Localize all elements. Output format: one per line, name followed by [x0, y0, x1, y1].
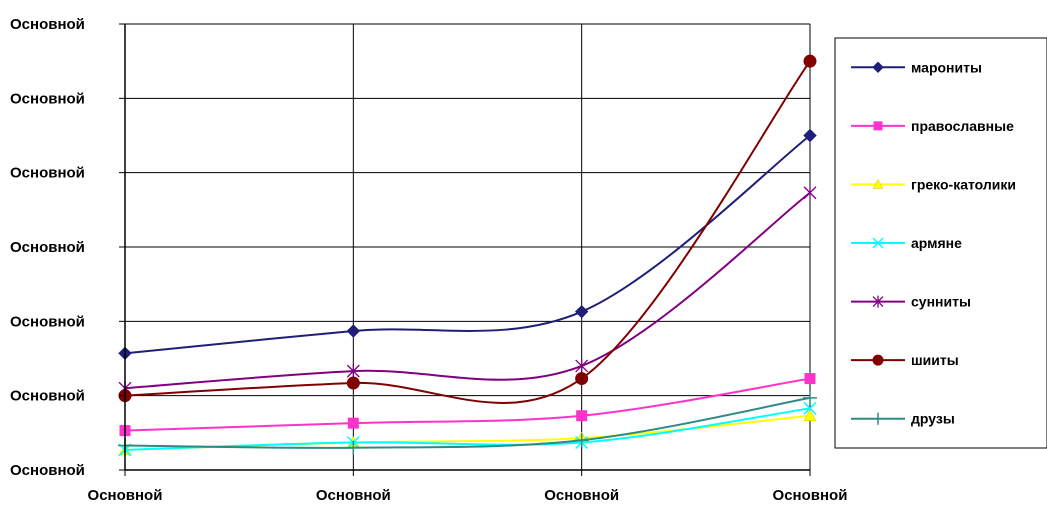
y-tick-label: Основной — [10, 388, 85, 405]
series-point — [346, 324, 361, 338]
series-point — [803, 409, 817, 421]
legend-label: шииты — [911, 352, 959, 368]
y-tick-label: Основной — [10, 239, 85, 256]
series-point — [346, 440, 361, 455]
grid-layer — [124, 23, 811, 471]
legend-item: православные — [851, 118, 1014, 134]
series-line — [124, 134, 811, 355]
series-point — [346, 364, 360, 379]
legend-label: марониты — [911, 59, 982, 75]
series-point — [804, 373, 816, 385]
series-point — [574, 433, 589, 448]
legend-marker — [872, 61, 884, 73]
legend-item: марониты — [851, 59, 982, 75]
series-0 — [118, 128, 817, 361]
legend-marker — [872, 412, 884, 425]
series-point — [803, 401, 817, 415]
series-point — [803, 128, 817, 143]
series-point — [575, 372, 589, 386]
legend-item: армяне — [851, 235, 962, 251]
y-tick-label: Основной — [10, 462, 85, 479]
legend-item: друзы — [851, 411, 955, 427]
x-tick-label: Основной — [773, 487, 848, 504]
legend-marker — [872, 237, 884, 249]
series-point — [575, 358, 589, 373]
y-tick-label: Основной — [10, 16, 85, 33]
series-point — [346, 376, 360, 390]
series-5 — [118, 54, 817, 404]
series-2 — [118, 409, 817, 456]
x-tick-label: Основной — [88, 487, 163, 504]
legend-item: сунниты — [851, 294, 971, 310]
legend-label: греко-католики — [911, 176, 1016, 192]
x-tick-label: Основной — [316, 487, 391, 504]
series-point — [803, 185, 817, 200]
legend-label: сунниты — [911, 294, 971, 310]
series-line — [124, 407, 811, 451]
x-tick-label: Основной — [544, 487, 619, 504]
legend: марониты православные греко-католики армяне… — [834, 37, 1047, 449]
y-tick-label: Основной — [10, 313, 85, 330]
series-point — [803, 54, 817, 68]
series-point — [803, 390, 817, 405]
legend-marker — [872, 354, 884, 366]
y-tick-label: Основной — [10, 90, 85, 107]
series-point — [347, 417, 359, 429]
series-layer — [118, 54, 817, 457]
axis-layer: ОсновнойОсновнойОсновнойОсновнойОсновной… — [10, 16, 847, 504]
series-line — [124, 396, 811, 449]
legend-marker — [872, 295, 884, 308]
series-point — [574, 304, 589, 319]
y-tick-label: Основной — [10, 165, 85, 182]
legend-item: греко-католики — [851, 176, 1016, 192]
legend-label: армяне — [911, 235, 962, 251]
series-point — [576, 410, 588, 422]
legend-marker — [873, 121, 883, 131]
series-line — [124, 60, 811, 404]
legend-item: шииты — [851, 352, 959, 368]
series-line — [124, 191, 811, 390]
series-line — [124, 377, 811, 432]
legend-marker — [872, 178, 884, 189]
legend-label: православные — [911, 118, 1014, 134]
legend-label: друзы — [911, 411, 955, 427]
